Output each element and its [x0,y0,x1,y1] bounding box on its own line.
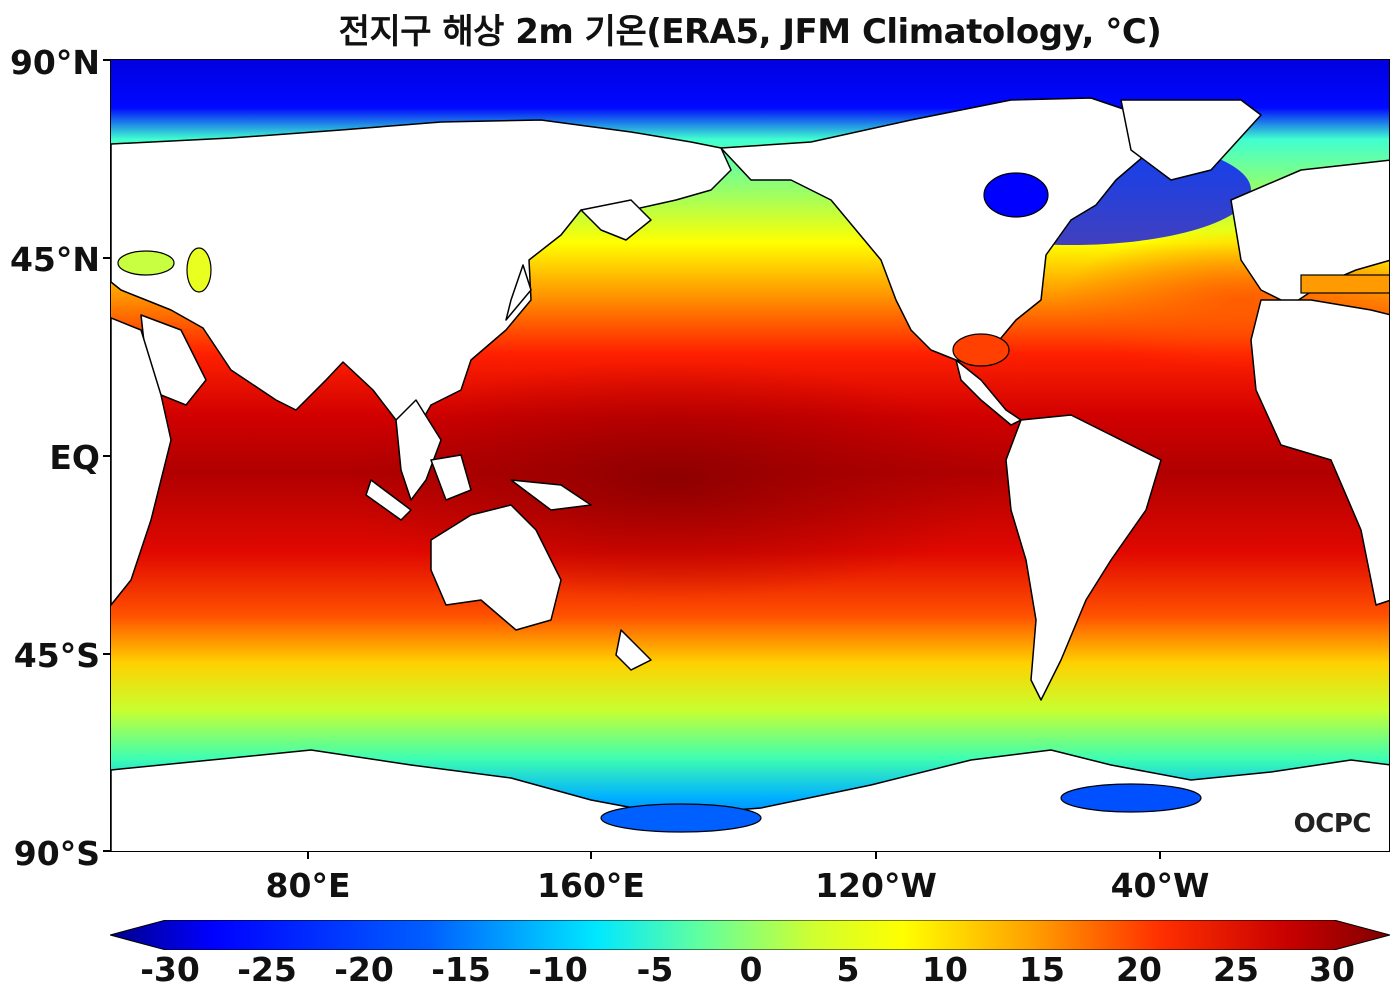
ocpc-logo: OCPC [1293,809,1372,839]
lat-tick [103,59,110,61]
lat-label-45s: 45°S [13,636,100,675]
land-central-america [955,359,1022,426]
lon-tick [875,852,877,859]
land-kamchatka [580,199,652,241]
land-japan [505,264,532,321]
cb-label: -5 [636,950,674,989]
mediterranean [1300,274,1389,294]
cb-label: 15 [1019,950,1065,989]
gulf-of-mexico [952,333,1010,367]
lat-tick [103,257,110,259]
land-borneo [430,454,472,501]
cb-label: -10 [528,950,588,989]
land-north-america [720,97,1152,366]
black-sea [117,250,175,276]
lon-label-80e: 80°E [265,866,351,905]
lat-label-90n: 90°N [9,43,100,82]
land-australia [430,504,562,631]
hudson-bay [983,172,1049,218]
land-masses [111,97,1389,851]
lon-label-120w: 120°W [815,866,937,905]
land-africa-west [1250,299,1389,606]
map-graphic [111,60,1389,851]
colorbar-graphic [108,919,1392,951]
cb-label: 25 [1213,950,1259,989]
colorbar-fill [108,919,1392,951]
caspian-sea [186,247,212,293]
lon-tick [590,852,592,859]
lat-tick [103,850,110,852]
land-sumatra [365,479,412,521]
lon-label-40w: 40°W [1110,866,1210,905]
ross-sea [600,803,762,833]
lon-tick [1159,852,1161,859]
cb-label: -20 [334,950,394,989]
cb-label: -15 [431,950,491,989]
lat-tick [103,455,110,457]
land-new-guinea [510,479,592,511]
land-greenland [1120,99,1262,181]
cb-label: 30 [1309,950,1355,989]
cb-label: 0 [739,950,763,989]
temperature-map: OCPC [110,59,1390,852]
land-south-america [1005,414,1162,701]
land-africa-east [111,317,172,606]
land-new-zealand [615,629,652,671]
cb-label: 10 [922,950,968,989]
weddell-sea [1060,783,1202,813]
lon-tick [307,852,309,859]
cb-label: 20 [1116,950,1162,989]
land-antarctica [111,749,1389,851]
lon-label-160e: 160°E [537,866,645,905]
land-indochina [395,399,442,501]
cb-label: -25 [237,950,297,989]
lat-tick [103,653,110,655]
map-title: 전지구 해상 2m 기온(ERA5, JFM Climatology, °C) [338,12,1162,52]
land-asia [111,119,732,441]
cb-label: 5 [836,950,860,989]
colorbar [108,919,1392,951]
lat-label-45n: 45°N [9,240,100,279]
lat-label-90s: 90°S [13,834,100,873]
cb-label: -30 [140,950,200,989]
lat-label-eq: EQ [49,438,100,477]
